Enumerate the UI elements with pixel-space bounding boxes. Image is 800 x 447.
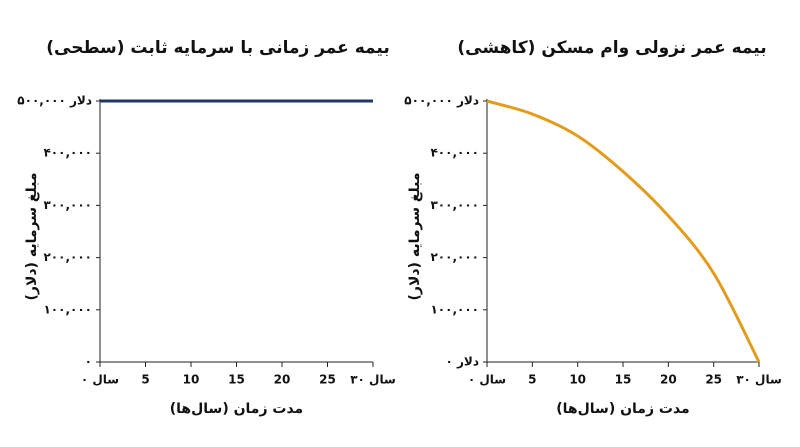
y-tick-label: ۰ دلار — [445, 355, 479, 369]
x-tick-label: 15 — [615, 373, 632, 387]
chart-title: بیمه عمر زمانی با سرمایه ثابت (سطحی) — [46, 38, 389, 58]
x-tick-label: 5 — [528, 373, 536, 387]
x-tick-label: سال ۳۰ — [350, 373, 396, 387]
x-tick-label: 25 — [705, 373, 722, 387]
x-tick-label: 20 — [660, 373, 677, 387]
y-tick-label: ۱۰۰,۰۰۰ — [43, 302, 92, 316]
y-tick-label: ۴۰۰,۰۰۰ — [430, 146, 479, 160]
y-tick-label: ۰ — [85, 355, 92, 369]
y-tick-label: ۲۰۰,۰۰۰ — [43, 250, 92, 264]
y-tick-label: ۳۰۰,۰۰۰ — [43, 198, 92, 212]
x-axis-label: مدت زمان (سال‌ها) — [556, 401, 689, 417]
y-tick-label: ۱۰۰,۰۰۰ — [430, 302, 479, 316]
chart-title: بیمه عمر نزولی وام مسکن (کاهشی) — [457, 38, 766, 58]
y-tick-label: ۳۰۰,۰۰۰ — [430, 198, 479, 212]
y-tick-label: ۵۰۰,۰۰۰ دلار — [404, 94, 479, 108]
x-tick-label: سال ۰ — [81, 373, 119, 387]
x-axis-label: مدت زمان (سال‌ها) — [170, 401, 303, 417]
x-tick-label: 25 — [319, 373, 336, 387]
y-axis-label: مبلغ سرمایه (دلار) — [24, 172, 40, 300]
x-tick-label: سال ۰ — [468, 373, 506, 387]
x-tick-label: سال ۳۰ — [736, 373, 782, 387]
x-tick-label: 10 — [569, 373, 586, 387]
y-axis-label: مبلغ سرمایه (دلار) — [407, 172, 423, 300]
x-tick-label: 10 — [183, 373, 200, 387]
x-tick-label: 15 — [228, 373, 245, 387]
x-tick-label: 20 — [274, 373, 291, 387]
y-tick-label: ۵۰۰,۰۰۰ دلار — [17, 94, 92, 108]
y-tick-label: ۴۰۰,۰۰۰ — [43, 146, 92, 160]
x-tick-label: 5 — [141, 373, 149, 387]
data-line — [486, 99, 761, 363]
y-tick-label: ۲۰۰,۰۰۰ — [430, 250, 479, 264]
